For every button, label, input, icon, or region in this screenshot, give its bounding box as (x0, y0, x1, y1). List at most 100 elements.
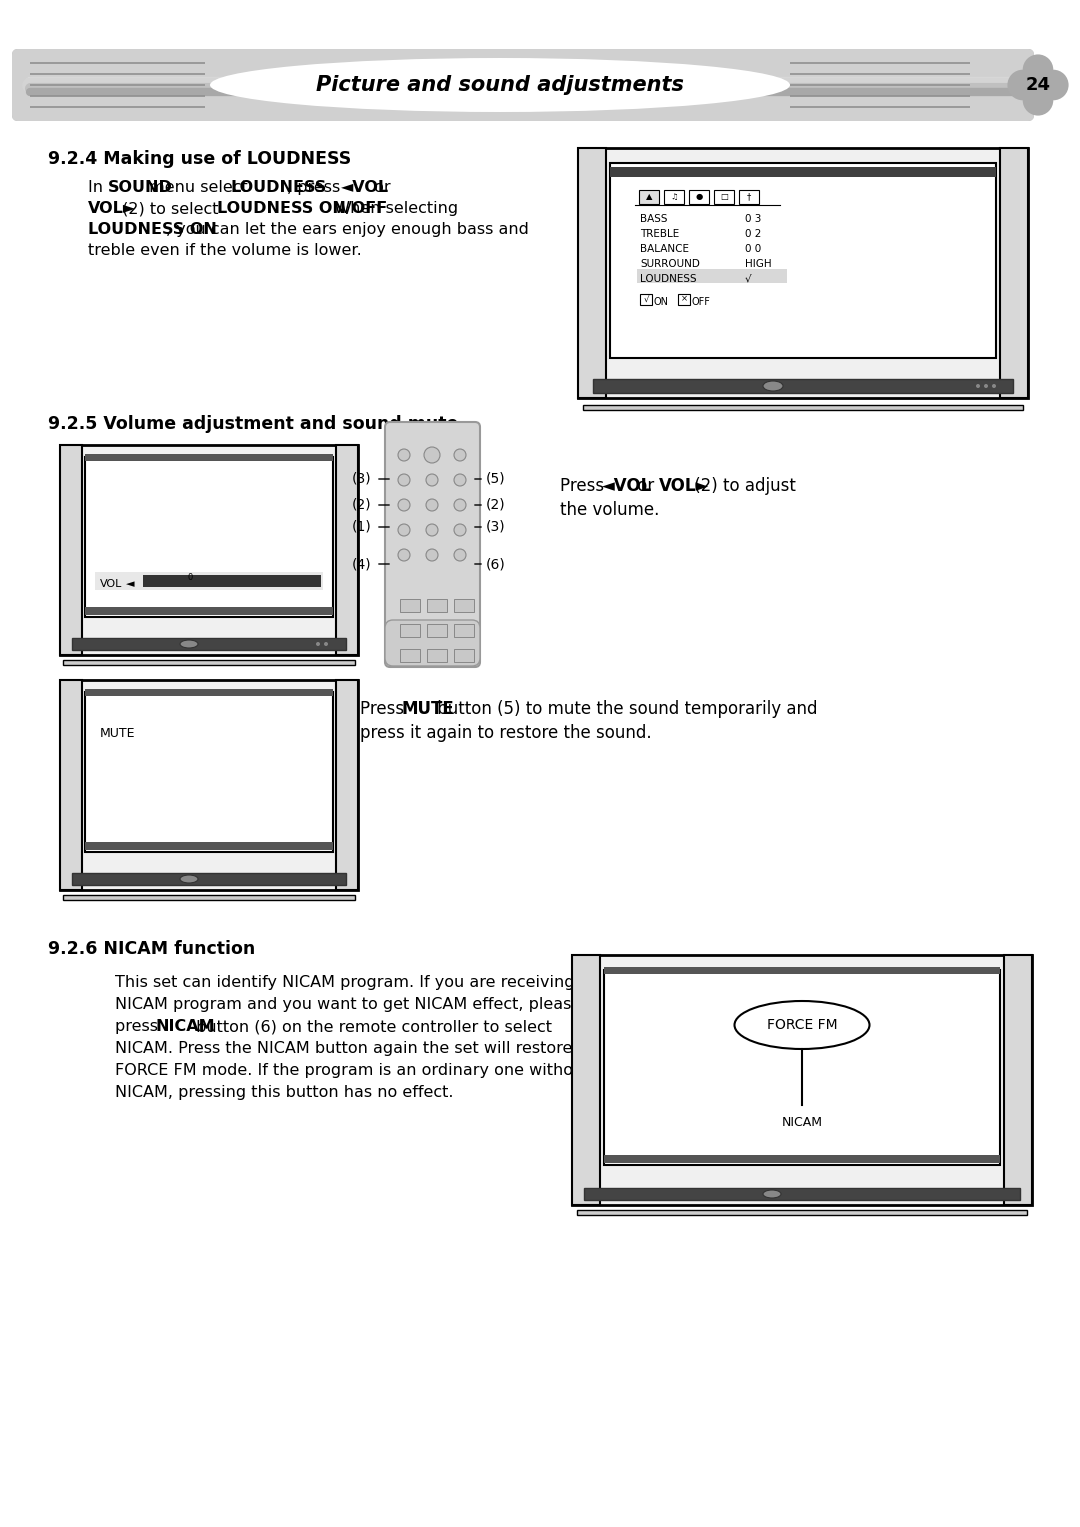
FancyBboxPatch shape (384, 620, 480, 666)
Bar (689, 189, 708, 205)
Ellipse shape (734, 1002, 869, 1049)
Bar (578, 148, 606, 399)
Circle shape (399, 499, 410, 512)
Circle shape (1008, 70, 1038, 101)
Circle shape (993, 383, 996, 388)
Text: VOL: VOL (100, 579, 122, 589)
FancyBboxPatch shape (12, 49, 1034, 121)
Text: √: √ (644, 295, 649, 304)
Text: . When selecting: . When selecting (324, 202, 458, 215)
Text: This set can identify NICAM program. If you are receiving: This set can identify NICAM program. If … (114, 976, 575, 989)
Bar (63, 660, 355, 664)
Text: □: □ (720, 192, 728, 202)
Text: SURROUND: SURROUND (640, 260, 700, 269)
Bar (572, 954, 1032, 1205)
Bar (637, 269, 787, 282)
Text: (2): (2) (486, 498, 505, 512)
Text: 24: 24 (1026, 76, 1051, 95)
Text: or: or (632, 476, 659, 495)
Text: button (6) on the remote controller to select: button (6) on the remote controller to s… (191, 1019, 552, 1034)
Text: , press: , press (287, 180, 346, 195)
Bar (400, 649, 420, 663)
Text: (2): (2) (352, 498, 372, 512)
Bar (85, 692, 333, 852)
Bar (427, 649, 447, 663)
Bar (427, 625, 447, 637)
Bar (604, 1154, 1000, 1164)
Circle shape (454, 499, 465, 512)
Bar (584, 1188, 1020, 1200)
Bar (72, 873, 346, 886)
Circle shape (424, 447, 440, 463)
Bar (60, 680, 82, 890)
Text: BASS: BASS (640, 214, 667, 224)
Bar (63, 895, 355, 899)
Circle shape (454, 524, 465, 536)
Text: BALANCE: BALANCE (640, 244, 689, 253)
Circle shape (399, 473, 410, 486)
Bar (577, 1209, 1027, 1215)
Text: √: √ (745, 273, 752, 284)
Text: ●: ● (696, 192, 703, 202)
Text: ▲: ▲ (646, 192, 652, 202)
Bar (336, 444, 357, 655)
Text: In: In (87, 180, 108, 195)
Text: FORCE FM mode. If the program is an ordinary one without: FORCE FM mode. If the program is an ordi… (114, 1063, 590, 1078)
Bar (85, 689, 333, 696)
Text: (2) to adjust: (2) to adjust (689, 476, 796, 495)
Bar (427, 599, 447, 612)
Circle shape (1023, 55, 1053, 86)
Circle shape (1023, 86, 1053, 116)
Bar (1004, 954, 1032, 1205)
Text: OFF: OFF (692, 296, 711, 307)
Circle shape (426, 524, 438, 536)
Circle shape (976, 383, 980, 388)
Bar (85, 454, 333, 461)
Ellipse shape (180, 640, 198, 647)
Bar (572, 954, 600, 1205)
Text: FORCE FM: FORCE FM (767, 1019, 837, 1032)
Bar (578, 148, 1028, 399)
Bar (336, 680, 357, 890)
Bar (604, 970, 1000, 1165)
Circle shape (426, 473, 438, 486)
Bar (1000, 148, 1028, 399)
Bar (678, 295, 690, 305)
Text: LOUDNESS ON: LOUDNESS ON (87, 221, 217, 237)
Text: (5): (5) (486, 472, 505, 486)
Bar (85, 457, 333, 617)
Text: Press: Press (360, 699, 409, 718)
Text: SOUND: SOUND (108, 180, 173, 195)
Bar (95, 573, 323, 589)
Circle shape (426, 499, 438, 512)
Text: ♫: ♫ (671, 192, 678, 202)
Circle shape (399, 524, 410, 536)
Text: ×: × (680, 295, 688, 304)
Bar (60, 680, 357, 890)
Circle shape (426, 550, 438, 560)
Text: (4): (4) (352, 557, 372, 571)
Bar (640, 295, 652, 305)
Text: press: press (114, 1019, 163, 1034)
Ellipse shape (762, 382, 783, 391)
Text: the volume.: the volume. (561, 501, 660, 519)
Text: 0 2: 0 2 (745, 229, 761, 240)
Bar (610, 163, 996, 357)
Bar (604, 967, 1000, 974)
Circle shape (399, 550, 410, 560)
Text: Press: Press (561, 476, 609, 495)
Bar (454, 649, 474, 663)
Text: 0: 0 (187, 573, 192, 582)
Ellipse shape (180, 875, 198, 883)
Bar (60, 444, 82, 655)
Bar (578, 148, 606, 399)
Text: , you can let the ears enjoy enough bass and: , you can let the ears enjoy enough bass… (166, 221, 529, 237)
Text: NICAM. Press the NICAM button again the set will restore to: NICAM. Press the NICAM button again the … (114, 1041, 594, 1057)
Text: (3): (3) (486, 521, 505, 534)
Text: LOUDNESS: LOUDNESS (640, 273, 697, 284)
Text: NICAM, pressing this button has no effect.: NICAM, pressing this button has no effec… (114, 1086, 454, 1099)
Text: ◄: ◄ (125, 579, 134, 589)
Bar (143, 576, 321, 586)
Text: ON: ON (654, 296, 669, 307)
Text: HIGH: HIGH (745, 260, 771, 269)
